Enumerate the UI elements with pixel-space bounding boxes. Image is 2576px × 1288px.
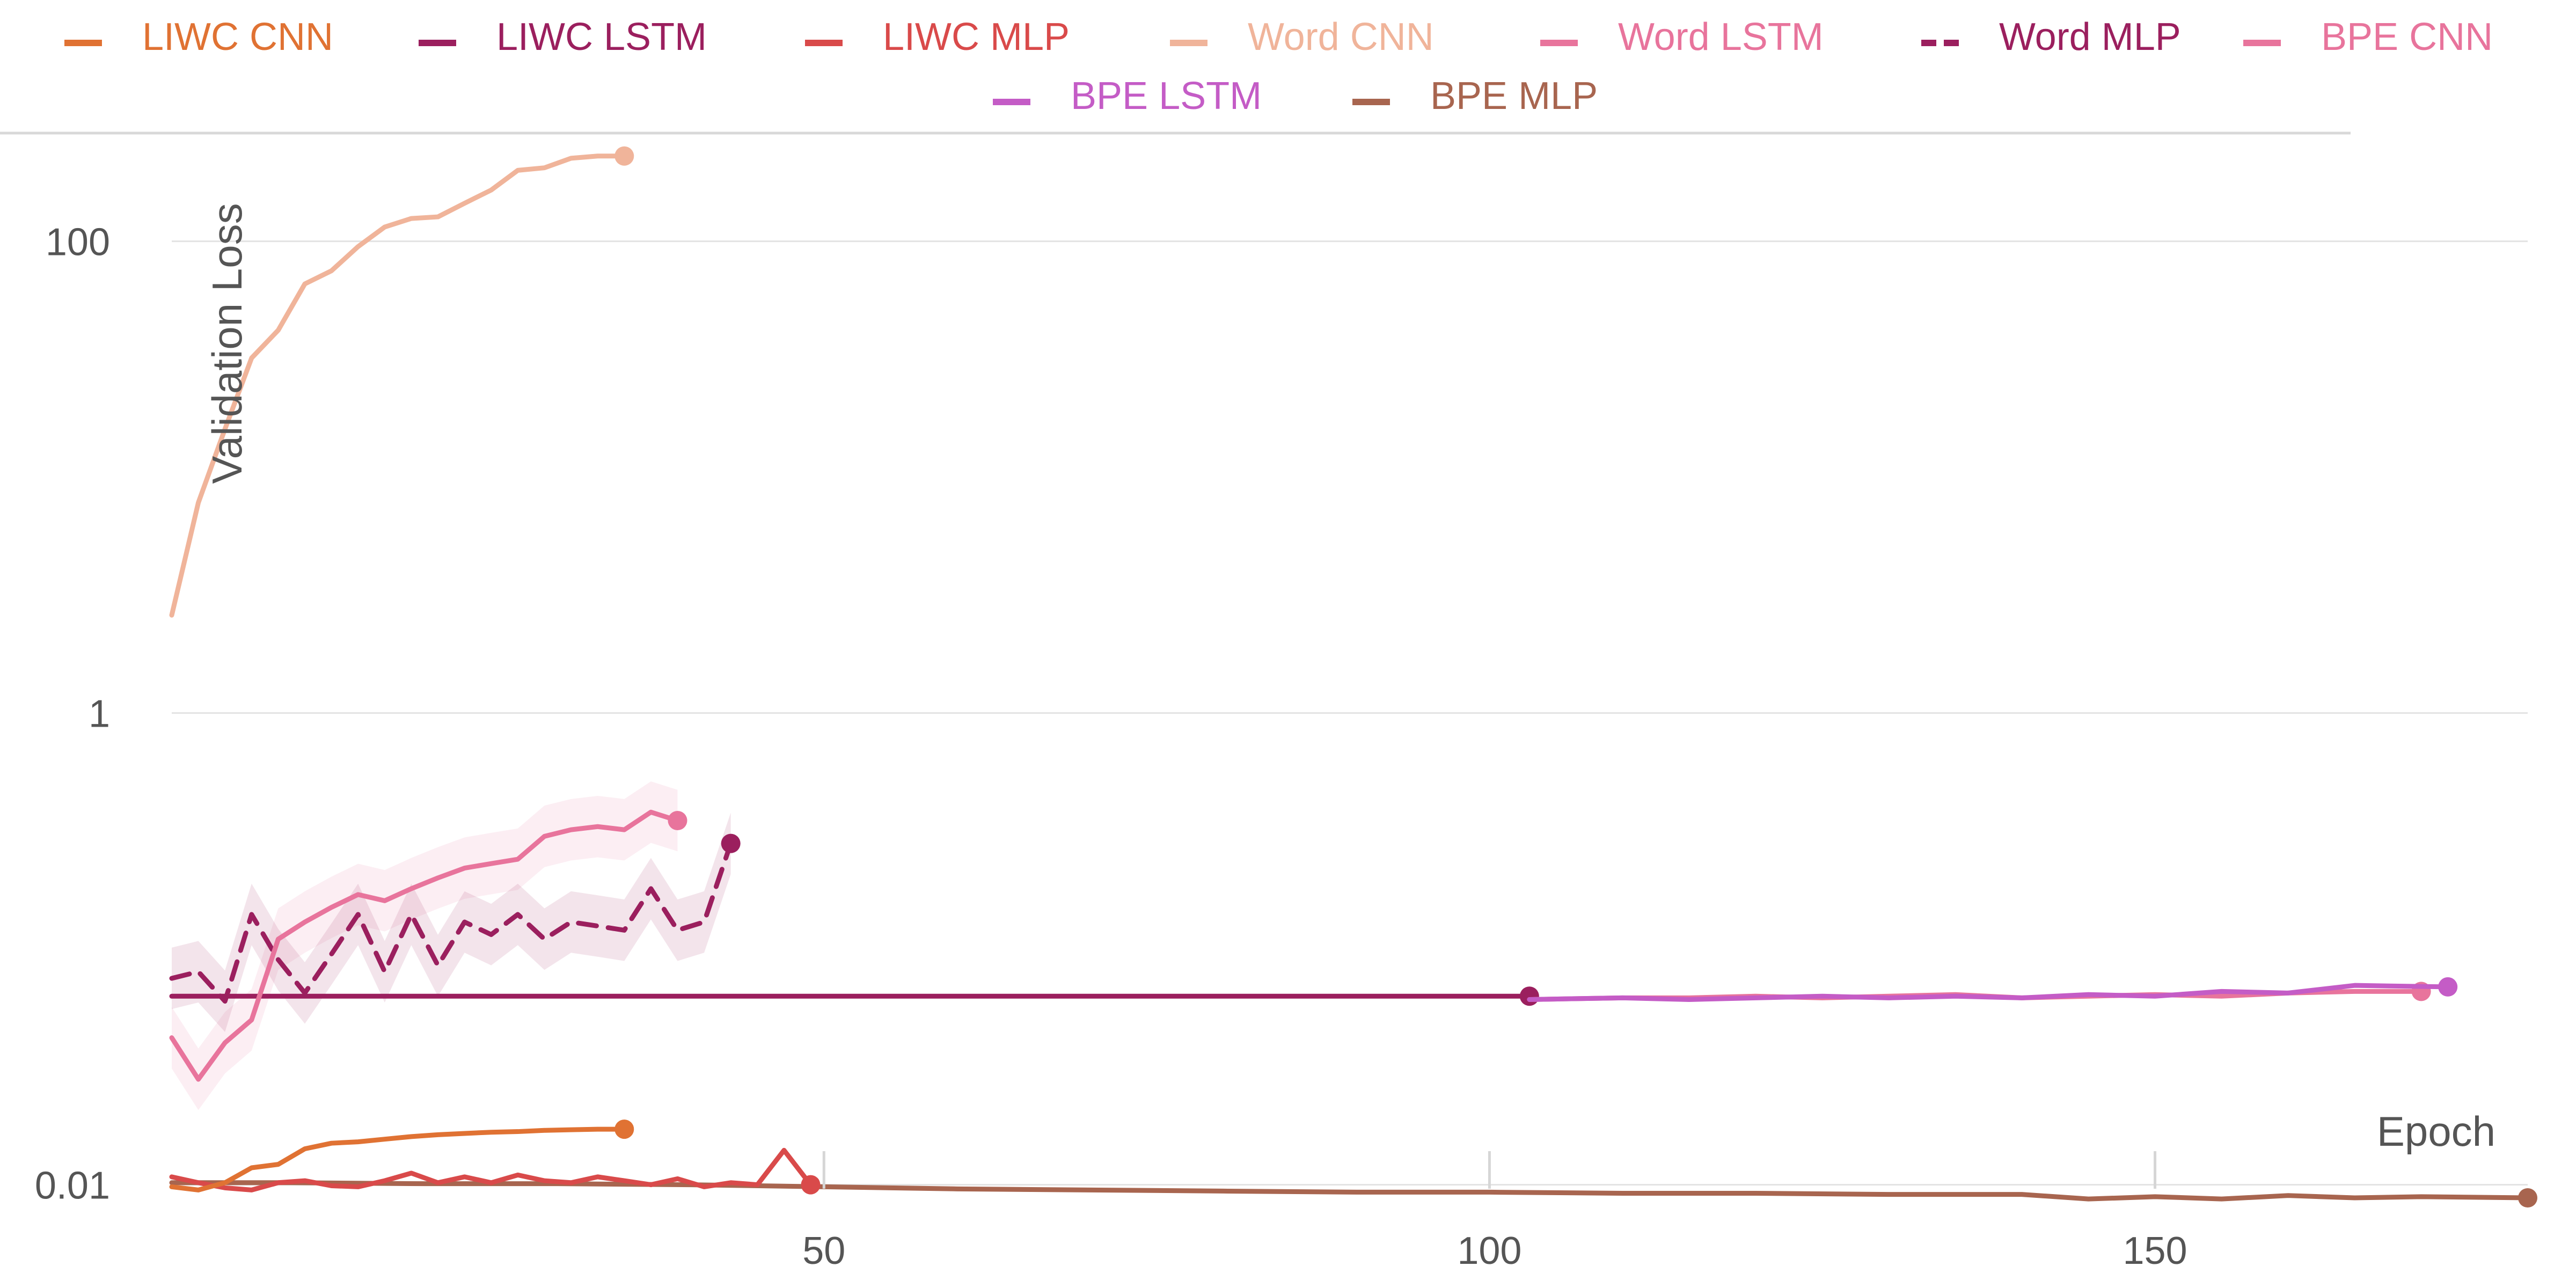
series-endpoint-marker bbox=[2518, 1188, 2537, 1208]
y-tick-label: 1 bbox=[89, 693, 110, 736]
legend-label: BPE LSTM bbox=[1071, 75, 1262, 118]
legend-label: LIWC CNN bbox=[142, 16, 333, 58]
series-line bbox=[1527, 983, 2450, 1002]
series-line bbox=[169, 1180, 2530, 1202]
x-tick-label: 150 bbox=[2123, 1230, 2187, 1272]
legend-item[interactable]: BPE MLP bbox=[1352, 75, 1598, 118]
y-tick-label: 100 bbox=[46, 221, 110, 264]
confidence-band bbox=[172, 813, 731, 1032]
x-axis-title: Epoch bbox=[2377, 1108, 2496, 1155]
legend-label: Word LSTM bbox=[1618, 16, 1824, 58]
grid-layer bbox=[0, 131, 2528, 1186]
legend-item[interactable]: Word MLP bbox=[1921, 16, 2181, 58]
band-layer bbox=[172, 781, 731, 1110]
series-line bbox=[169, 1147, 814, 1192]
legend-label: BPE MLP bbox=[1430, 75, 1598, 118]
confidence-band bbox=[172, 781, 678, 1110]
x-tick-label: 100 bbox=[1457, 1230, 1521, 1272]
legend-label: Word CNN bbox=[1248, 16, 1434, 58]
series-line bbox=[169, 1126, 627, 1192]
series-endpoint-marker bbox=[2438, 977, 2458, 997]
x-tick-label: 50 bbox=[802, 1230, 845, 1272]
series-endpoint-marker bbox=[801, 1175, 821, 1195]
legend-item[interactable]: LIWC LSTM bbox=[419, 16, 707, 58]
series-line bbox=[169, 153, 627, 618]
legend-label: LIWC MLP bbox=[883, 16, 1070, 58]
ticks-layer: 0.01 1 100 50 100 150 bbox=[35, 221, 2187, 1272]
legend: LIWC CNN LIWC LSTM LIWC MLP Word CNN Word LS… bbox=[64, 16, 2493, 118]
series-line bbox=[169, 841, 734, 1004]
series-endpoint-marker bbox=[668, 811, 687, 831]
legend-item[interactable]: LIWC MLP bbox=[805, 16, 1070, 58]
series-line bbox=[169, 809, 680, 1082]
series-endpoint-marker bbox=[721, 833, 741, 853]
y-axis-title: Validation Loss bbox=[203, 203, 251, 484]
series-layer bbox=[169, 146, 2537, 1208]
legend-item[interactable]: LIWC CNN bbox=[64, 16, 333, 58]
legend-label: LIWC LSTM bbox=[496, 16, 707, 58]
legend-label: Word MLP bbox=[1999, 16, 2181, 58]
series-endpoint-marker bbox=[614, 1119, 634, 1139]
y-tick-label: 0.01 bbox=[35, 1165, 110, 1208]
legend-item[interactable]: Word LSTM bbox=[1540, 16, 1824, 58]
series-endpoint-marker bbox=[614, 146, 634, 166]
legend-item[interactable]: Word CNN bbox=[1170, 16, 1434, 58]
legend-label: BPE CNN bbox=[2321, 16, 2493, 58]
legend-item[interactable]: BPE LSTM bbox=[993, 75, 1262, 118]
legend-item[interactable]: BPE CNN bbox=[2243, 16, 2493, 58]
series-endpoint-marker bbox=[1519, 986, 1539, 1006]
